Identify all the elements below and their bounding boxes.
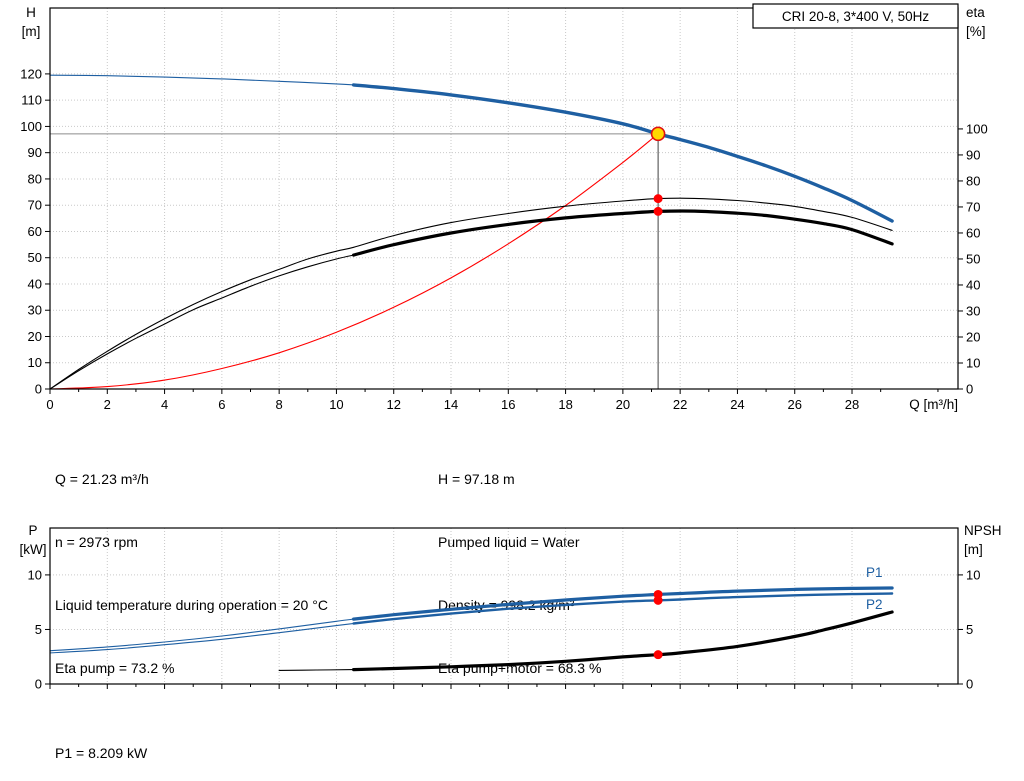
info-line-p1: P1 = 8.209 kW <box>55 745 148 761</box>
power-npsh-chart-ticks <box>45 574 963 689</box>
svg-text:P: P <box>28 523 37 538</box>
svg-text:14: 14 <box>444 397 458 412</box>
p2-curve <box>352 592 894 625</box>
hq-eta-chart-ticks <box>45 73 963 394</box>
svg-text:70: 70 <box>966 199 980 214</box>
hq-curve-thin <box>49 74 355 86</box>
svg-text:10: 10 <box>28 355 42 370</box>
svg-text:8: 8 <box>276 397 283 412</box>
hq-eta-chart-left-axis-label: H [m] <box>22 5 41 39</box>
hq-curve <box>351 83 894 223</box>
svg-text:24: 24 <box>730 397 744 412</box>
power-info-column: P1 = 8.209 kW P2 = 7.669 kW NPSH = 2.69 … <box>55 698 153 781</box>
hq-eta-chart-border <box>49 7 959 390</box>
svg-text:5: 5 <box>35 622 42 637</box>
eta-pump-curve <box>49 197 893 390</box>
svg-text:0: 0 <box>46 397 53 412</box>
svg-text:26: 26 <box>787 397 801 412</box>
duty-info-left-column: Q = 21.23 m³/h n = 2973 rpm Liquid tempe… <box>55 427 328 721</box>
hq-eta-chart-x-axis-label: Q [m³/h] <box>909 397 958 412</box>
svg-text:H: H <box>26 5 36 20</box>
svg-text:50: 50 <box>966 251 980 266</box>
svg-text:18: 18 <box>558 397 572 412</box>
svg-text:[%]: [%] <box>966 24 986 39</box>
svg-text:70: 70 <box>28 198 42 213</box>
svg-text:5: 5 <box>966 622 973 637</box>
p1-curve <box>352 586 894 621</box>
svg-text:20: 20 <box>966 329 980 344</box>
svg-text:[m]: [m] <box>22 24 41 39</box>
svg-text:0: 0 <box>35 677 42 692</box>
info-line-eta-pump: Eta pump = 73.2 % <box>55 660 175 676</box>
svg-text:100: 100 <box>966 121 988 136</box>
info-line-speed: n = 2973 rpm <box>55 534 138 550</box>
svg-text:40: 40 <box>28 276 42 291</box>
svg-text:0: 0 <box>966 677 973 692</box>
duty-point[interactable] <box>650 126 666 142</box>
svg-text:6: 6 <box>218 397 225 412</box>
info-line-liquid-temperature: Liquid temperature during operation = 20… <box>55 597 328 613</box>
svg-text:0: 0 <box>966 382 973 397</box>
system-curve <box>49 133 659 390</box>
p2-curve-label: P2 <box>866 597 883 612</box>
power-npsh-chart-tick-labels: 0 5 10 0 5 10 <box>28 567 981 691</box>
svg-text:NPSH: NPSH <box>964 523 1002 538</box>
svg-text:80: 80 <box>966 173 980 188</box>
hq-eta-chart: 0 2 4 6 8 10 12 14 16 18 20 22 24 26 28010203040506070… <box>20 3 988 412</box>
eta-pump-duty-dot <box>653 194 663 204</box>
svg-text:eta: eta <box>966 5 985 20</box>
svg-text:20: 20 <box>616 397 630 412</box>
svg-text:60: 60 <box>28 224 42 239</box>
hq-eta-chart-grid <box>50 8 958 389</box>
svg-text:22: 22 <box>673 397 687 412</box>
svg-text:10: 10 <box>966 355 980 370</box>
svg-text:CRI 20-8, 3*400 V, 50Hz: CRI 20-8, 3*400 V, 50Hz <box>782 9 930 24</box>
npsh-curve-thin <box>278 669 355 671</box>
svg-text:10: 10 <box>28 567 42 582</box>
p2-curve-thin <box>49 622 355 654</box>
eta-pump-motor-curve <box>352 209 894 257</box>
power-npsh-chart-right-axis-label: NPSH [m] <box>964 523 1002 557</box>
svg-text:[kW]: [kW] <box>20 542 47 557</box>
svg-text:16: 16 <box>501 397 515 412</box>
eta-pump-motor-curve-thin <box>49 254 355 390</box>
svg-text:120: 120 <box>20 66 42 81</box>
eta-pump-motor-duty-dot <box>653 206 663 216</box>
svg-text:90: 90 <box>28 145 42 160</box>
info-line-head: H = 97.18 m <box>438 471 515 487</box>
hq-eta-chart-tick-labels: 0 2 4 6 8 10 12 14 16 18 20 22 24 26 28010203040506070… <box>20 66 987 412</box>
p1-curve-thin <box>49 618 355 652</box>
svg-text:12: 12 <box>386 397 400 412</box>
svg-text:2: 2 <box>104 397 111 412</box>
svg-text:50: 50 <box>28 250 42 265</box>
svg-text:90: 90 <box>966 147 980 162</box>
power-npsh-chart: 0 5 10 0 5 10 P [kW] NPSH [m] P1 P2 <box>20 523 1002 692</box>
svg-text:80: 80 <box>28 171 42 186</box>
svg-text:30: 30 <box>966 303 980 318</box>
svg-text:0: 0 <box>35 382 42 397</box>
p1-curve-label: P1 <box>866 565 883 580</box>
info-line-flow: Q = 21.23 m³/h <box>55 471 149 487</box>
svg-text:60: 60 <box>966 225 980 240</box>
svg-text:4: 4 <box>161 397 168 412</box>
svg-text:100: 100 <box>20 119 42 134</box>
p2-duty-dot <box>653 595 663 605</box>
svg-text:40: 40 <box>966 277 980 292</box>
hq-eta-chart-right-axis-label: eta [%] <box>966 5 986 39</box>
power-npsh-chart-border <box>49 527 959 685</box>
svg-text:[m]: [m] <box>964 542 983 557</box>
power-npsh-chart-left-axis-label: P [kW] <box>20 523 47 557</box>
svg-text:10: 10 <box>329 397 343 412</box>
svg-text:30: 30 <box>28 303 42 318</box>
svg-text:10: 10 <box>966 567 980 582</box>
svg-text:28: 28 <box>845 397 859 412</box>
svg-text:20: 20 <box>28 329 42 344</box>
svg-text:110: 110 <box>21 93 42 108</box>
npsh-duty-dot <box>653 650 663 660</box>
chart-title-box: CRI 20-8, 3*400 V, 50Hz <box>752 3 959 29</box>
